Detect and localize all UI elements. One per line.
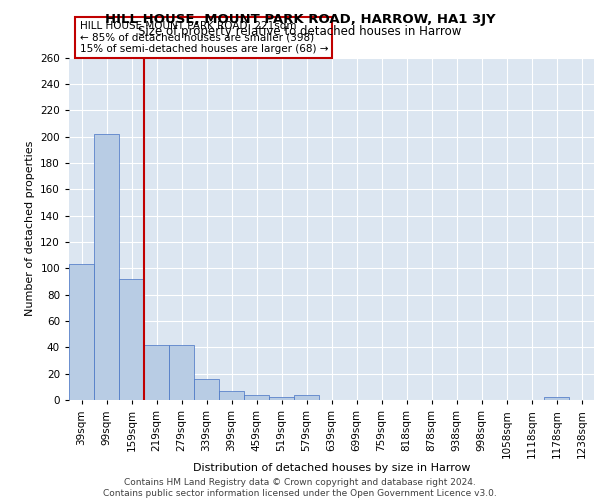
Bar	[544, 398, 569, 400]
Text: Contains HM Land Registry data © Crown copyright and database right 2024.
Contai: Contains HM Land Registry data © Crown c…	[103, 478, 497, 498]
Text: Size of property relative to detached houses in Harrow: Size of property relative to detached ho…	[139, 25, 461, 38]
Bar	[244, 394, 269, 400]
Bar	[269, 398, 294, 400]
X-axis label: Distribution of detached houses by size in Harrow: Distribution of detached houses by size …	[193, 464, 470, 473]
Bar	[219, 391, 244, 400]
Text: HILL HOUSE, MOUNT PARK ROAD, HARROW, HA1 3JY: HILL HOUSE, MOUNT PARK ROAD, HARROW, HA1…	[104, 12, 496, 26]
Y-axis label: Number of detached properties: Number of detached properties	[25, 141, 35, 316]
Bar	[194, 379, 219, 400]
Bar	[144, 344, 169, 400]
Bar	[294, 394, 319, 400]
Bar	[169, 344, 194, 400]
Bar	[94, 134, 119, 400]
Bar	[119, 279, 144, 400]
Bar	[69, 264, 94, 400]
Text: HILL HOUSE MOUNT PARK ROAD: 221sqm
← 85% of detached houses are smaller (398)
15: HILL HOUSE MOUNT PARK ROAD: 221sqm ← 85%…	[79, 21, 328, 54]
